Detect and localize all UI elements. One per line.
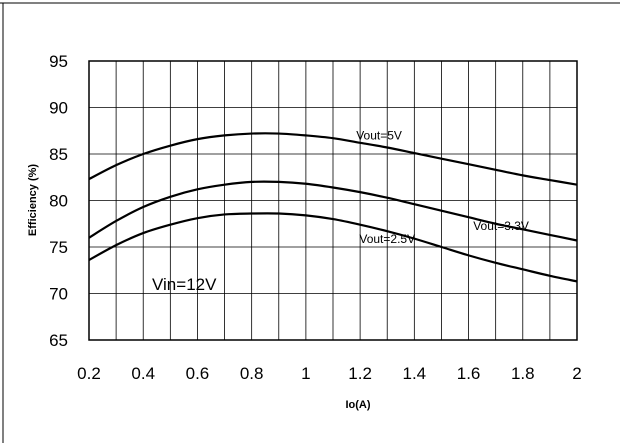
series-lines [88,132,578,283]
y-tick-label: 85 [49,145,68,164]
y-tick-label: 95 [49,52,68,71]
series-line-2 [88,212,578,283]
x-tick-label: 1.2 [348,364,372,383]
y-tick-label: 90 [49,99,68,118]
x-tick-label: 2 [572,364,581,383]
y-tick-label: 80 [49,192,68,211]
x-tick-label: 0.2 [77,364,101,383]
x-axis-title: Io(A) [345,399,370,411]
x-tick-label: 1.8 [511,364,535,383]
x-tick-label: 1 [301,364,310,383]
grid [89,61,577,340]
series-label: Vout=5V [356,128,402,142]
series-line-1 [88,180,578,242]
x-tick-label: 0.6 [186,364,210,383]
y-tick-label: 65 [49,331,68,350]
x-tick-label: 1.4 [403,364,427,383]
series-label: Vout=3.3V [473,219,529,233]
series-line-0 [88,132,578,186]
plot-frame [88,60,578,341]
y-tick-labels: 65 70 75 80 85 90 95 [49,52,68,350]
series-label: Vout=2.5V [359,232,415,246]
x-tick-labels: 0.2 0.4 0.6 0.8 1 1.2 1.4 1.6 1.8 2 [77,364,582,383]
series-labels: Vout=5V Vout=3.3V Vout=2.5V [356,128,529,246]
y-tick-label: 70 [49,285,68,304]
x-tick-label: 0.8 [240,364,264,383]
y-axis-title: Efficiency (%) [27,164,39,236]
x-tick-label: 1.6 [457,364,481,383]
y-tick-label: 75 [49,238,68,257]
x-tick-label: 0.4 [131,364,155,383]
vin-annotation: Vin=12V [152,275,217,294]
